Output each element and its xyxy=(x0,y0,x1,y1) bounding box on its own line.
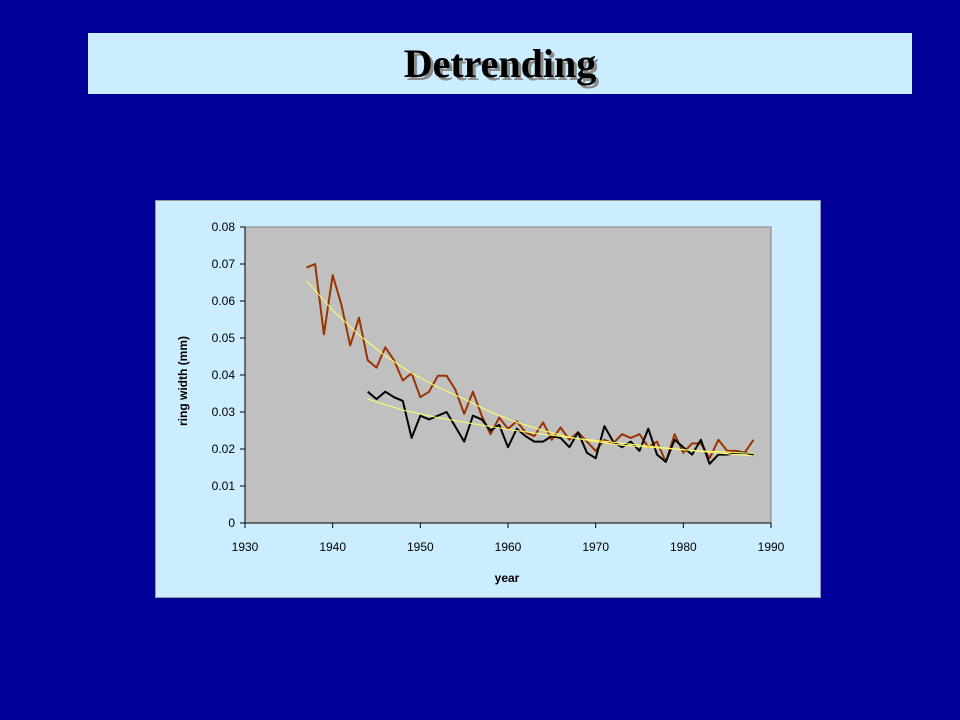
ring-width-chart: 0 0.01 0.02 0.03 0.04 0.05 0.06 0.07 0.08 1930 194… xyxy=(176,220,785,585)
y-tick-label: 0.04 xyxy=(212,368,236,382)
series-line-black xyxy=(367,390,754,465)
y-tick-label: 0.06 xyxy=(212,294,236,308)
y-axis-label: ring width (mm) xyxy=(176,336,190,426)
y-tick-label: 0.03 xyxy=(212,405,236,419)
x-tick-label: 1960 xyxy=(495,540,522,554)
x-tick-label: 1950 xyxy=(407,540,434,554)
x-axis-label: year xyxy=(495,571,520,585)
x-tick-label: 1930 xyxy=(232,540,259,554)
x-tick-label: 1940 xyxy=(319,540,346,554)
y-tick-label: 0.05 xyxy=(212,331,236,345)
y-tick-label: 0 xyxy=(228,516,235,530)
chart-panel: 0 0.01 0.02 0.03 0.04 0.05 0.06 0.07 0.08 1930 194… xyxy=(155,200,821,598)
slide-title: Detrending xyxy=(403,41,597,86)
plot-area xyxy=(244,226,772,524)
x-tick-label: 1990 xyxy=(758,540,785,554)
y-tick-label: 0.01 xyxy=(212,479,236,493)
trend-line-2 xyxy=(367,398,754,457)
x-tick-label: 1970 xyxy=(582,540,609,554)
y-tick-label: 0.02 xyxy=(212,442,236,456)
y-tick-label: 0.08 xyxy=(212,220,236,234)
y-tick-label: 0.07 xyxy=(212,257,236,271)
title-bar: Detrending xyxy=(88,33,912,94)
x-tick-label: 1980 xyxy=(670,540,697,554)
